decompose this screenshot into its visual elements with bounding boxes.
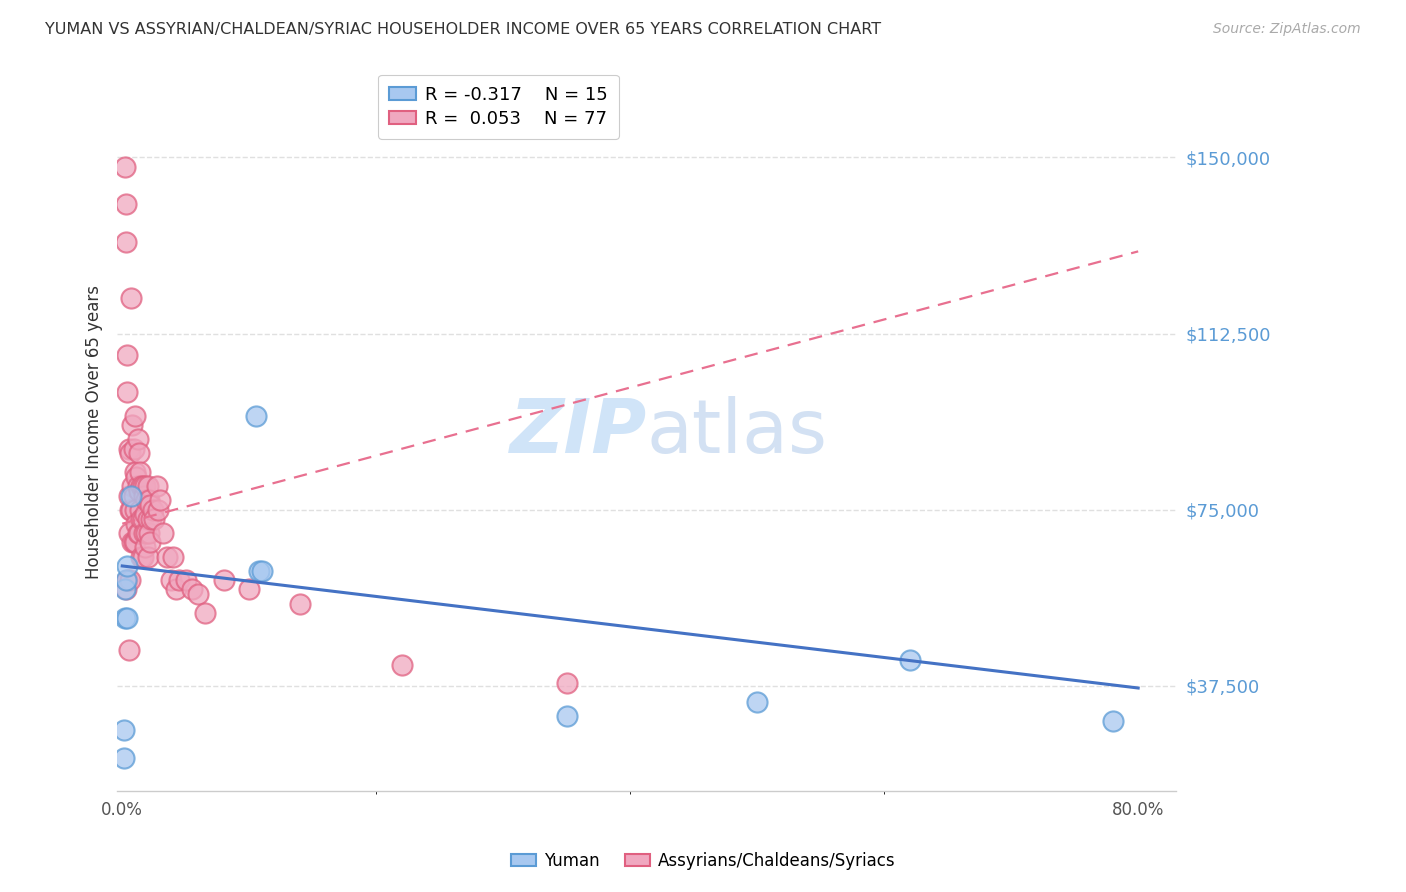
- Point: [118, 573, 141, 587]
- Point: [122, 535, 145, 549]
- Point: [115, 235, 138, 249]
- Point: [117, 643, 139, 657]
- Point: [136, 549, 159, 564]
- Point: [117, 558, 139, 573]
- Point: [132, 489, 155, 503]
- Legend: R = -0.317    N = 15, R =  0.053    N = 77: R = -0.317 N = 15, R = 0.053 N = 77: [378, 75, 619, 139]
- Text: Source: ZipAtlas.com: Source: ZipAtlas.com: [1213, 22, 1361, 37]
- Point: [249, 564, 271, 578]
- Point: [169, 573, 191, 587]
- Point: [114, 610, 136, 624]
- Point: [117, 442, 139, 456]
- Point: [238, 582, 260, 597]
- Point: [124, 502, 146, 516]
- Point: [128, 526, 150, 541]
- Point: [555, 676, 578, 690]
- Point: [112, 751, 135, 765]
- Point: [245, 409, 267, 423]
- Point: [121, 418, 143, 433]
- Legend: Yuman, Assyrians/Chaldeans/Syriacs: Yuman, Assyrians/Chaldeans/Syriacs: [503, 846, 903, 877]
- Point: [131, 479, 153, 493]
- Point: [115, 197, 138, 211]
- Point: [136, 512, 159, 526]
- Point: [134, 479, 156, 493]
- Text: atlas: atlas: [647, 396, 828, 468]
- Point: [212, 573, 235, 587]
- Point: [143, 512, 166, 526]
- Point: [124, 465, 146, 479]
- Point: [117, 348, 139, 362]
- Point: [898, 653, 921, 667]
- Point: [128, 446, 150, 460]
- Point: [120, 489, 142, 503]
- Point: [125, 516, 148, 531]
- Point: [250, 564, 273, 578]
- Point: [139, 498, 162, 512]
- Point: [174, 573, 197, 587]
- Point: [142, 502, 165, 516]
- Point: [141, 512, 163, 526]
- Point: [138, 493, 160, 508]
- Point: [112, 723, 135, 738]
- Point: [131, 512, 153, 526]
- Point: [288, 597, 311, 611]
- Point: [117, 573, 139, 587]
- Point: [125, 469, 148, 483]
- Point: [149, 493, 172, 508]
- Point: [127, 479, 149, 493]
- Point: [159, 573, 181, 587]
- Point: [114, 582, 136, 597]
- Point: [117, 385, 139, 400]
- Point: [391, 657, 413, 672]
- Point: [131, 479, 153, 493]
- Point: [121, 535, 143, 549]
- Point: [115, 582, 138, 597]
- Point: [131, 512, 153, 526]
- Point: [124, 409, 146, 423]
- Point: [145, 479, 167, 493]
- Point: [139, 535, 162, 549]
- Point: [194, 606, 217, 620]
- Point: [131, 549, 153, 564]
- Point: [134, 540, 156, 554]
- Point: [115, 573, 138, 587]
- Point: [187, 587, 209, 601]
- Point: [118, 502, 141, 516]
- Point: [114, 160, 136, 174]
- Point: [146, 502, 169, 516]
- Point: [117, 526, 139, 541]
- Y-axis label: Householder Income Over 65 years: Householder Income Over 65 years: [86, 285, 103, 579]
- Point: [132, 526, 155, 541]
- Point: [152, 526, 174, 541]
- Point: [117, 489, 139, 503]
- Point: [118, 446, 141, 460]
- Point: [120, 502, 142, 516]
- Point: [117, 610, 139, 624]
- Point: [555, 709, 578, 723]
- Text: ZIP: ZIP: [509, 396, 647, 468]
- Point: [162, 549, 184, 564]
- Point: [131, 549, 153, 564]
- Point: [135, 526, 157, 541]
- Point: [122, 442, 145, 456]
- Point: [138, 526, 160, 541]
- Point: [156, 549, 179, 564]
- Point: [128, 483, 150, 498]
- Point: [129, 502, 152, 516]
- Point: [127, 526, 149, 541]
- Point: [129, 465, 152, 479]
- Point: [127, 432, 149, 446]
- Point: [136, 479, 159, 493]
- Text: YUMAN VS ASSYRIAN/CHALDEAN/SYRIAC HOUSEHOLDER INCOME OVER 65 YEARS CORRELATION C: YUMAN VS ASSYRIAN/CHALDEAN/SYRIAC HOUSEH…: [45, 22, 882, 37]
- Point: [124, 535, 146, 549]
- Point: [120, 291, 142, 305]
- Point: [121, 479, 143, 493]
- Point: [1101, 714, 1123, 728]
- Point: [135, 493, 157, 508]
- Point: [134, 508, 156, 522]
- Point: [181, 582, 204, 597]
- Point: [122, 489, 145, 503]
- Point: [747, 695, 769, 709]
- Point: [165, 582, 187, 597]
